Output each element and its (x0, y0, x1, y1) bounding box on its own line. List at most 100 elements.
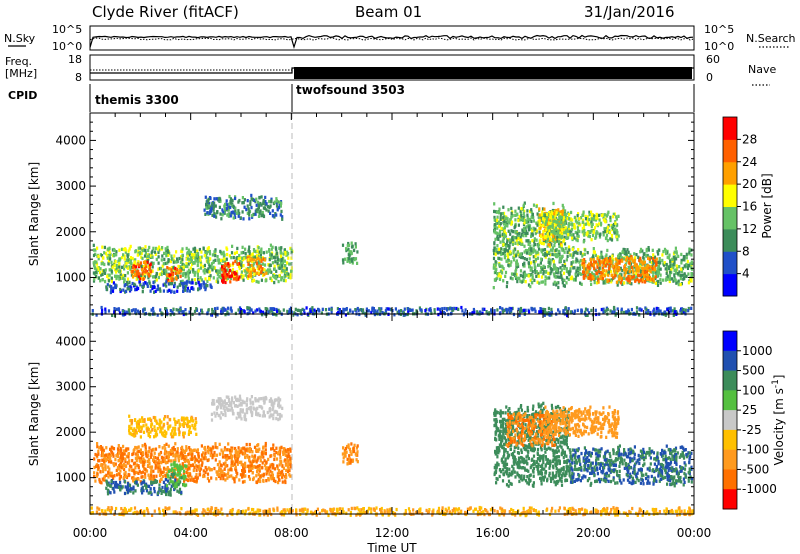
heatmap-cell (596, 256, 599, 260)
heatmap-cell (251, 274, 254, 279)
heatmap-cell (603, 274, 606, 278)
heatmap-cell (147, 265, 150, 269)
heatmap-cell (219, 249, 222, 254)
heatmap-cell (287, 251, 290, 256)
heatmap-cell (229, 214, 232, 218)
heatmap-cell (119, 461, 122, 465)
heatmap-cell (165, 250, 168, 254)
heatmap-cell (536, 256, 540, 260)
heatmap-cell (639, 261, 642, 265)
heatmap-cell (597, 213, 601, 217)
heatmap-cell (243, 198, 246, 202)
heatmap-cell (496, 244, 499, 248)
heatmap-cell (230, 269, 233, 273)
heatmap-cell (639, 250, 642, 254)
heatmap-cell (200, 453, 204, 457)
heatmap-cell (613, 311, 616, 315)
heatmap-cell (568, 272, 571, 276)
heatmap-cell (608, 267, 611, 271)
heatmap-cell (512, 251, 515, 255)
heatmap-cell (97, 257, 100, 261)
heatmap-cell (625, 268, 628, 272)
heatmap-cell (92, 279, 96, 283)
heatmap-cell (555, 212, 559, 216)
heatmap-cell (265, 250, 268, 254)
heatmap-cell (187, 248, 190, 252)
heatmap-cell (196, 249, 199, 253)
heatmap-cell (164, 261, 167, 266)
heatmap-cell (560, 212, 563, 216)
heatmap-cell (150, 476, 153, 480)
heatmap-cell (147, 450, 151, 454)
heatmap-cell (582, 210, 585, 214)
heatmap-cell (548, 236, 552, 240)
heatmap-cell (207, 199, 210, 203)
heatmap-cell (504, 216, 507, 220)
heatmap-cell (142, 308, 145, 312)
heatmap-cell (652, 271, 655, 275)
heatmap-cell (273, 267, 276, 271)
heatmap-cell (208, 252, 212, 256)
heatmap-cell (497, 232, 500, 236)
heatmap-cell (192, 256, 195, 260)
heatmap-cell (523, 209, 526, 213)
heatmap-cell (669, 277, 672, 281)
heatmap-cell (154, 252, 157, 256)
heatmap-cell (276, 260, 279, 264)
heatmap-cell (586, 251, 589, 255)
heatmap-cell (651, 256, 655, 261)
heatmap-cell (481, 307, 484, 311)
heatmap-cell (263, 459, 266, 463)
heatmap-cell (249, 468, 253, 472)
heatmap-cell (122, 247, 125, 252)
heatmap-cell (497, 224, 501, 229)
heatmap-cell (270, 253, 273, 257)
heatmap-cell (106, 274, 109, 278)
heatmap-cell (576, 258, 579, 262)
heatmap-cell (644, 311, 648, 315)
heatmap-cell (156, 284, 160, 288)
heatmap-cell (590, 220, 593, 224)
heatmap-cell (608, 230, 612, 235)
heatmap-cell (338, 309, 342, 313)
heatmap-cell (261, 267, 264, 271)
heatmap-cell (263, 258, 267, 262)
y-tick-label: 1000 (55, 270, 86, 284)
heatmap-cell (118, 265, 121, 269)
heatmap-cell (573, 250, 576, 255)
heatmap-cell (241, 245, 244, 249)
heatmap-cell (243, 205, 246, 209)
heatmap-cell (602, 233, 605, 237)
heatmap-cell (129, 284, 132, 288)
heatmap-cell (647, 256, 650, 260)
heatmap-cell (206, 284, 209, 288)
heatmap-cell (657, 260, 660, 264)
heatmap-cell (155, 257, 158, 262)
heatmap-cell (538, 230, 541, 234)
heatmap-cell (139, 261, 142, 265)
heatmap-cell (627, 275, 630, 279)
heatmap-cell (241, 452, 245, 456)
heatmap-cell (540, 280, 543, 284)
heatmap-cell (292, 313, 295, 317)
heatmap-cell (514, 247, 517, 251)
heatmap-cell (617, 277, 620, 282)
heatmap-cell (104, 268, 107, 272)
heatmap-cell (199, 458, 202, 462)
heatmap-cell (125, 261, 128, 266)
heatmap-cell (599, 263, 602, 267)
heatmap-cell (551, 246, 554, 250)
heatmap-cell (560, 218, 563, 222)
heatmap-cell (680, 252, 683, 257)
heatmap-cell (576, 236, 579, 240)
heatmap-cell (570, 264, 573, 268)
heatmap-cell (131, 274, 135, 279)
heatmap-cell (116, 454, 119, 458)
heatmap-cell (651, 267, 654, 271)
heatmap-cell (540, 275, 544, 279)
heatmap-cell (133, 282, 136, 286)
heatmap-cell (612, 227, 615, 232)
heatmap-cell (638, 279, 641, 284)
heatmap-cell (460, 305, 463, 310)
